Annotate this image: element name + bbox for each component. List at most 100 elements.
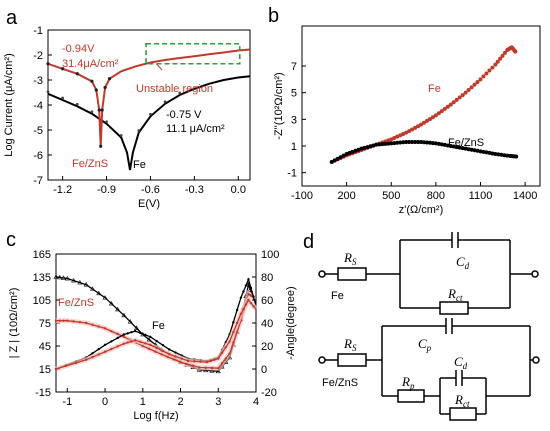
- data-point-fezns: [380, 142, 385, 147]
- data-point-fe-z: [89, 286, 95, 291]
- data-point-1: [249, 293, 252, 297]
- data-point-fezns: [436, 141, 441, 146]
- data-point-3: [249, 301, 253, 305]
- data-point-fe: [484, 71, 489, 76]
- y-tick-label-a: -2: [33, 50, 43, 62]
- data-point-fezns: [433, 141, 438, 146]
- data-point-fezns: [493, 152, 498, 156]
- x-tick-label-a: -0.9: [97, 184, 116, 196]
- data-point-1: [91, 323, 94, 326]
- data-point-fezns: [430, 141, 435, 146]
- data-point-1: [147, 347, 151, 351]
- data-point-1: [110, 329, 113, 333]
- data-point-fezns: [338, 155, 343, 160]
- x-tick-label-a: -0.3: [185, 184, 204, 196]
- data-point-fe: [424, 118, 429, 123]
- terminal-right-fezns: [532, 356, 540, 364]
- data-point-3: [134, 339, 137, 342]
- annotation-icorr-fezns: 31.4μA/cm²: [62, 58, 119, 70]
- data-point-3: [161, 349, 165, 353]
- data-point-fe-z: [209, 368, 215, 373]
- data-point-1: [116, 332, 119, 336]
- y-axis-label-c: | Z | (10Ω/cm²): [8, 288, 20, 359]
- tafel-point: [90, 79, 94, 83]
- data-point-3: [91, 355, 94, 359]
- x-axis-label-a: E(V): [138, 198, 160, 210]
- circuit-labels: RS Cd Rct Fe RS Cp Cd Rp Rct Fe/ZnS: [322, 250, 470, 409]
- data-point-fezns: [413, 140, 418, 144]
- x-tick-label-c: 3: [215, 396, 221, 408]
- x-tick-label-c: -1: [62, 396, 72, 408]
- data-point-fezns: [454, 145, 459, 150]
- data-point-2: [161, 344, 165, 347]
- panel-label-c: c: [6, 229, 16, 251]
- x-tick-label-c: 0: [102, 396, 108, 408]
- data-point-fezns: [502, 153, 507, 158]
- data-point-1: [58, 319, 61, 322]
- data-point-fezns: [392, 141, 397, 146]
- data-point-fezns: [499, 152, 504, 157]
- y-tick-label-c: 75: [39, 318, 51, 330]
- y-tick-label-c: -15: [35, 387, 51, 399]
- data-point-3: [242, 308, 245, 311]
- data-point-fezns: [442, 142, 447, 147]
- label-rs-fe: RS: [343, 250, 357, 267]
- data-point-fe-z: [102, 295, 108, 300]
- data-point-3: [74, 361, 78, 365]
- resistor-rct-fe: [439, 301, 469, 315]
- x-tick-label-b: 1100: [469, 190, 493, 202]
- data-point-3: [213, 358, 216, 361]
- data-point-fezns: [398, 140, 403, 145]
- y2-tick-label-c: 80: [261, 272, 273, 284]
- data-point-3: [122, 342, 126, 345]
- data-point-3: [103, 350, 107, 353]
- data-point-1: [122, 335, 126, 338]
- data-point-1: [228, 352, 231, 355]
- data-point-fe: [475, 80, 480, 84]
- unstable-region-box: [145, 42, 241, 65]
- annotation-series-fe: Fe: [152, 320, 165, 332]
- data-point-1: [72, 320, 75, 323]
- annotation-icorr-fe: 11.1 μA/cm²: [166, 123, 225, 135]
- tafel-point: [105, 120, 108, 124]
- tafel-point: [163, 100, 167, 104]
- data-point-fezns: [514, 154, 519, 159]
- data-point-1: [179, 360, 182, 364]
- resistor-rs-fe: [337, 267, 367, 281]
- tafel-point: [137, 129, 141, 132]
- data-point-2: [144, 333, 147, 337]
- data-point-fezns: [404, 140, 409, 144]
- y-tick-label-c: 15: [39, 364, 51, 376]
- annotation-series-fezns: Fe/ZnS: [58, 297, 94, 309]
- data-point-3: [235, 321, 239, 325]
- data-point-fe-z: [53, 274, 59, 279]
- data-point-fe: [442, 106, 447, 111]
- data-point-fezns: [421, 140, 426, 145]
- data-point-fe: [395, 134, 400, 139]
- data-point-fe-z: [146, 337, 152, 342]
- data-point-3: [232, 331, 235, 334]
- data-point-fezns: [383, 141, 388, 146]
- x-axis-label-c: Log f(Hz): [133, 410, 178, 422]
- data-point-fezns: [484, 150, 489, 155]
- data-point-fezns: [490, 151, 495, 156]
- data-point-fe: [500, 53, 505, 58]
- data-point-fe: [498, 56, 503, 61]
- data-point-3: [155, 346, 158, 350]
- y-tick-label-a: -7: [33, 175, 43, 187]
- label-cd-fe: Cd: [456, 254, 470, 271]
- tafel-point: [90, 110, 94, 114]
- data-point-1: [247, 292, 250, 296]
- data-point-2: [239, 296, 243, 299]
- data-point-fe: [419, 122, 423, 127]
- data-point-fe: [433, 113, 438, 118]
- tafel-point: [100, 108, 104, 112]
- data-point-2: [91, 352, 94, 355]
- data-point-3: [144, 342, 147, 345]
- data-point-fezns: [505, 153, 510, 158]
- data-point-fezns: [416, 140, 421, 144]
- data-point-fe: [389, 137, 394, 142]
- data-point-1: [210, 366, 214, 370]
- series-line-2: [55, 277, 257, 370]
